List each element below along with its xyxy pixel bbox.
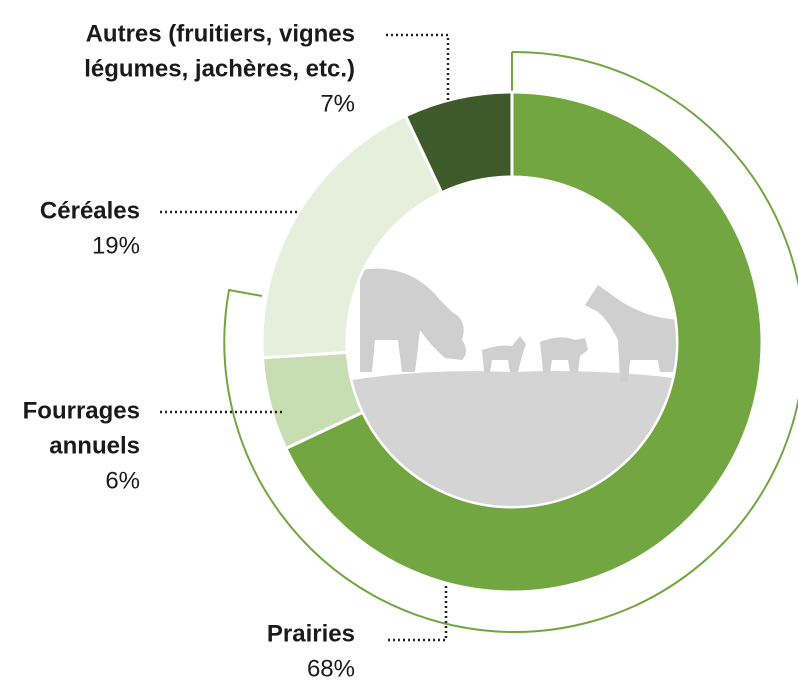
- value-label: 68%: [307, 655, 355, 682]
- category-label: Prairies: [267, 620, 355, 647]
- category-label: Céréales: [40, 197, 140, 224]
- value-label: 7%: [320, 90, 355, 117]
- chart: Prairies 68% Fourrages annuels 6% Céréales 19%…: [0, 0, 798, 682]
- page: Prairies 68% Fourrages annuels 6% Céréales 19%…: [0, 0, 798, 682]
- category-label: légumes, jachères, etc.): [84, 55, 355, 82]
- leader-line: [386, 35, 448, 100]
- leader-line: [388, 585, 446, 640]
- category-label: Fourrages: [23, 397, 140, 424]
- category-label: annuels: [49, 432, 140, 459]
- value-label: 19%: [92, 232, 140, 259]
- value-label: 6%: [105, 467, 140, 494]
- category-label: Autres (fruitiers, vignes: [86, 20, 355, 47]
